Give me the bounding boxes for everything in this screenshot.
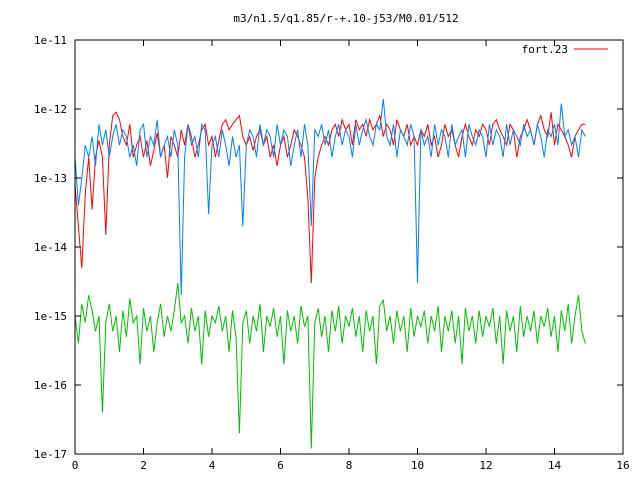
x-tick-label: 12 — [479, 459, 492, 472]
y-tick-label: 1e-11 — [34, 34, 67, 47]
axes-layer: 0 2 4 6 8 10 12 14 16 1e-17 1e-16 1e-15 1e-14 1e-13 1e… — [34, 34, 630, 472]
x-tick-label: 10 — [411, 459, 424, 472]
y-tick-label: 1e-13 — [34, 172, 67, 185]
series-layer — [74, 98, 586, 449]
y-tick-label: 1e-16 — [34, 379, 67, 392]
legend-label-fort23: fort.23 — [522, 43, 568, 56]
x-tick-label: 4 — [209, 459, 216, 472]
x-tick-label: 14 — [548, 459, 562, 472]
x-tick-label: 16 — [616, 459, 629, 472]
x-tick-label: 6 — [277, 459, 284, 472]
x-tick-label: 0 — [72, 459, 79, 472]
series-line-series2 — [74, 98, 586, 296]
x-tick-label: 8 — [346, 459, 353, 472]
legend: fort.23 — [522, 43, 608, 56]
y-tick-label: 1e-15 — [34, 310, 67, 323]
x-tick-label: 2 — [140, 459, 147, 472]
y-tick-label: 1e-14 — [34, 241, 67, 254]
plot-frame — [74, 39, 624, 455]
y-tick-label: 1e-17 — [34, 448, 67, 461]
series-line-series3 — [74, 283, 586, 449]
chart-title: m3/n1.5/q1.85/r-+.10-j53/M0.01/512 — [233, 12, 458, 25]
y-tick-label: 1e-12 — [34, 103, 67, 116]
